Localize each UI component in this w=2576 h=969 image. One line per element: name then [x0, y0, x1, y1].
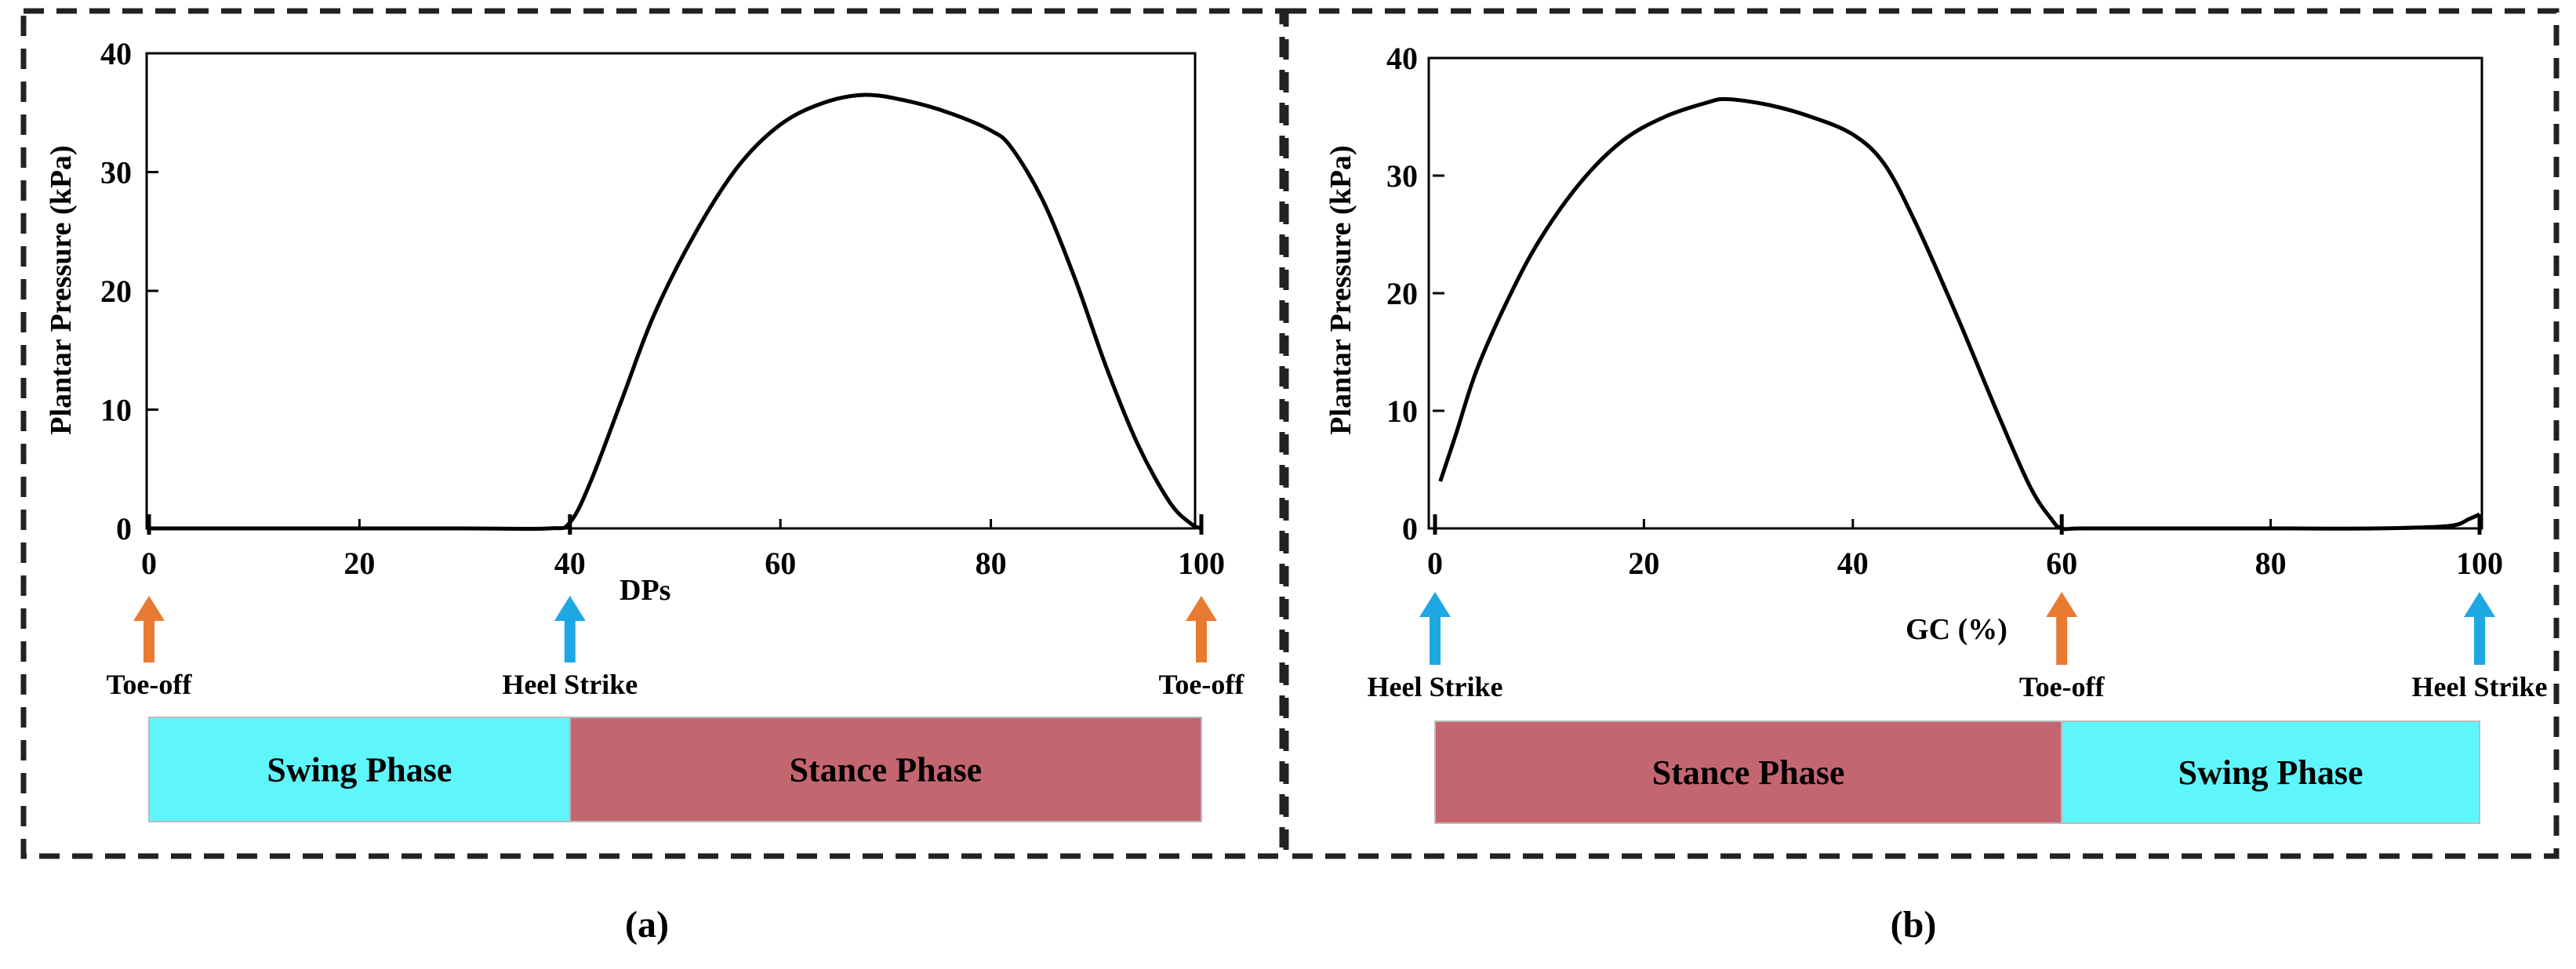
heel-strike-label: Heel Strike — [1368, 671, 1503, 702]
panel-b-pressure-curve — [1438, 96, 2481, 532]
y-tick-label: 30 — [1386, 158, 1418, 194]
heel-strike-arrow-icon — [1419, 592, 1451, 665]
panel-a-dashed-frame — [20, 8, 1285, 859]
heel-strike-label: Heel Strike — [502, 669, 638, 700]
y-tick-label: 20 — [1386, 276, 1418, 311]
swing-phase-block — [148, 717, 571, 822]
x-tick-label: 20 — [343, 546, 375, 581]
panel-a: 0 10 20 30 40 0 20 40 60 80 100 Plantar Pressure … — [45, 36, 1244, 945]
y-tick-label: 0 — [1402, 511, 1418, 546]
x-tick-label: 40 — [1837, 546, 1869, 581]
panel-a-pressure-curve — [148, 93, 1203, 532]
panel-b-x-axis-title: GC (%) — [1906, 613, 2007, 646]
stance-phase-label: Stance Phase — [1652, 753, 1845, 792]
panel-b-phase-bar: Stance Phase Swing Phase — [1434, 720, 2480, 824]
y-tick-label: 30 — [100, 155, 132, 191]
swing-phase-label: Swing Phase — [267, 751, 452, 789]
y-tick-label: 10 — [100, 393, 132, 428]
panel-a-gait-events: Toe-off Heel Strike Toe-off — [107, 596, 1245, 700]
panel-b-caption: (b) — [1891, 904, 1937, 945]
y-tick-label: 10 — [1386, 394, 1418, 429]
x-tick-label: 20 — [1628, 546, 1659, 581]
stance-phase-label: Stance Phase — [790, 751, 983, 789]
x-tick-label: 0 — [1427, 546, 1443, 581]
heel-strike-arrow-icon — [2464, 592, 2495, 665]
heel-strike-arrow-icon — [554, 596, 586, 662]
panel-a-plot-box — [145, 52, 1197, 530]
panel-b-dashed-frame — [1283, 8, 2560, 859]
panel-a-y-ticks: 0 10 20 30 40 — [100, 36, 158, 546]
x-tick-label: 60 — [2046, 546, 2077, 581]
x-tick-label: 40 — [554, 546, 586, 581]
x-tick-label: 100 — [1178, 546, 1225, 581]
swing-phase-label: Swing Phase — [2178, 753, 2363, 792]
stance-phase-block — [569, 717, 1202, 822]
x-tick-label: 80 — [2255, 546, 2287, 581]
panel-b-plot-box — [1427, 56, 2483, 530]
panel-b-gait-events: Heel Strike Toe-off Heel Strike — [1368, 592, 2548, 702]
y-tick-label: 40 — [100, 36, 132, 71]
x-tick-label: 0 — [141, 546, 157, 581]
panel-a-phase-bar: Swing Phase Stance Phase — [148, 717, 1202, 822]
x-tick-label: 80 — [976, 546, 1007, 581]
toe-off-label: Toe-off — [1159, 669, 1245, 700]
panel-a-x-ticks: 0 20 40 60 80 100 — [141, 514, 1225, 581]
panel-b-y-axis-title: Plantar Pressure (kPa) — [1324, 145, 1357, 434]
y-tick-label: 20 — [100, 274, 132, 309]
stance-phase-block — [1434, 720, 2063, 824]
x-tick-label: 100 — [2456, 546, 2503, 581]
toe-off-arrow-icon — [1186, 596, 1217, 662]
panel-b: 0 10 20 30 40 0 20 40 60 80 100 Plantar Pressure … — [1324, 41, 2547, 945]
toe-off-arrow-icon — [2046, 592, 2078, 665]
swing-phase-block — [2061, 720, 2480, 824]
panel-a-y-axis-title: Plantar Pressure (kPa) — [45, 145, 78, 434]
y-tick-label: 40 — [1386, 41, 1418, 76]
toe-off-arrow-icon — [133, 596, 165, 662]
y-tick-label: 0 — [116, 511, 132, 546]
panel-b-y-ticks: 0 10 20 30 40 — [1386, 41, 1444, 546]
panel-b-x-ticks: 0 20 40 60 80 100 — [1427, 514, 2503, 581]
heel-strike-label: Heel Strike — [2412, 671, 2548, 702]
toe-off-label: Toe-off — [2019, 671, 2105, 702]
toe-off-label: Toe-off — [107, 669, 193, 700]
panel-a-x-axis-title: DPs — [619, 574, 670, 607]
x-tick-label: 60 — [765, 546, 796, 581]
panel-a-caption: (a) — [625, 904, 669, 945]
